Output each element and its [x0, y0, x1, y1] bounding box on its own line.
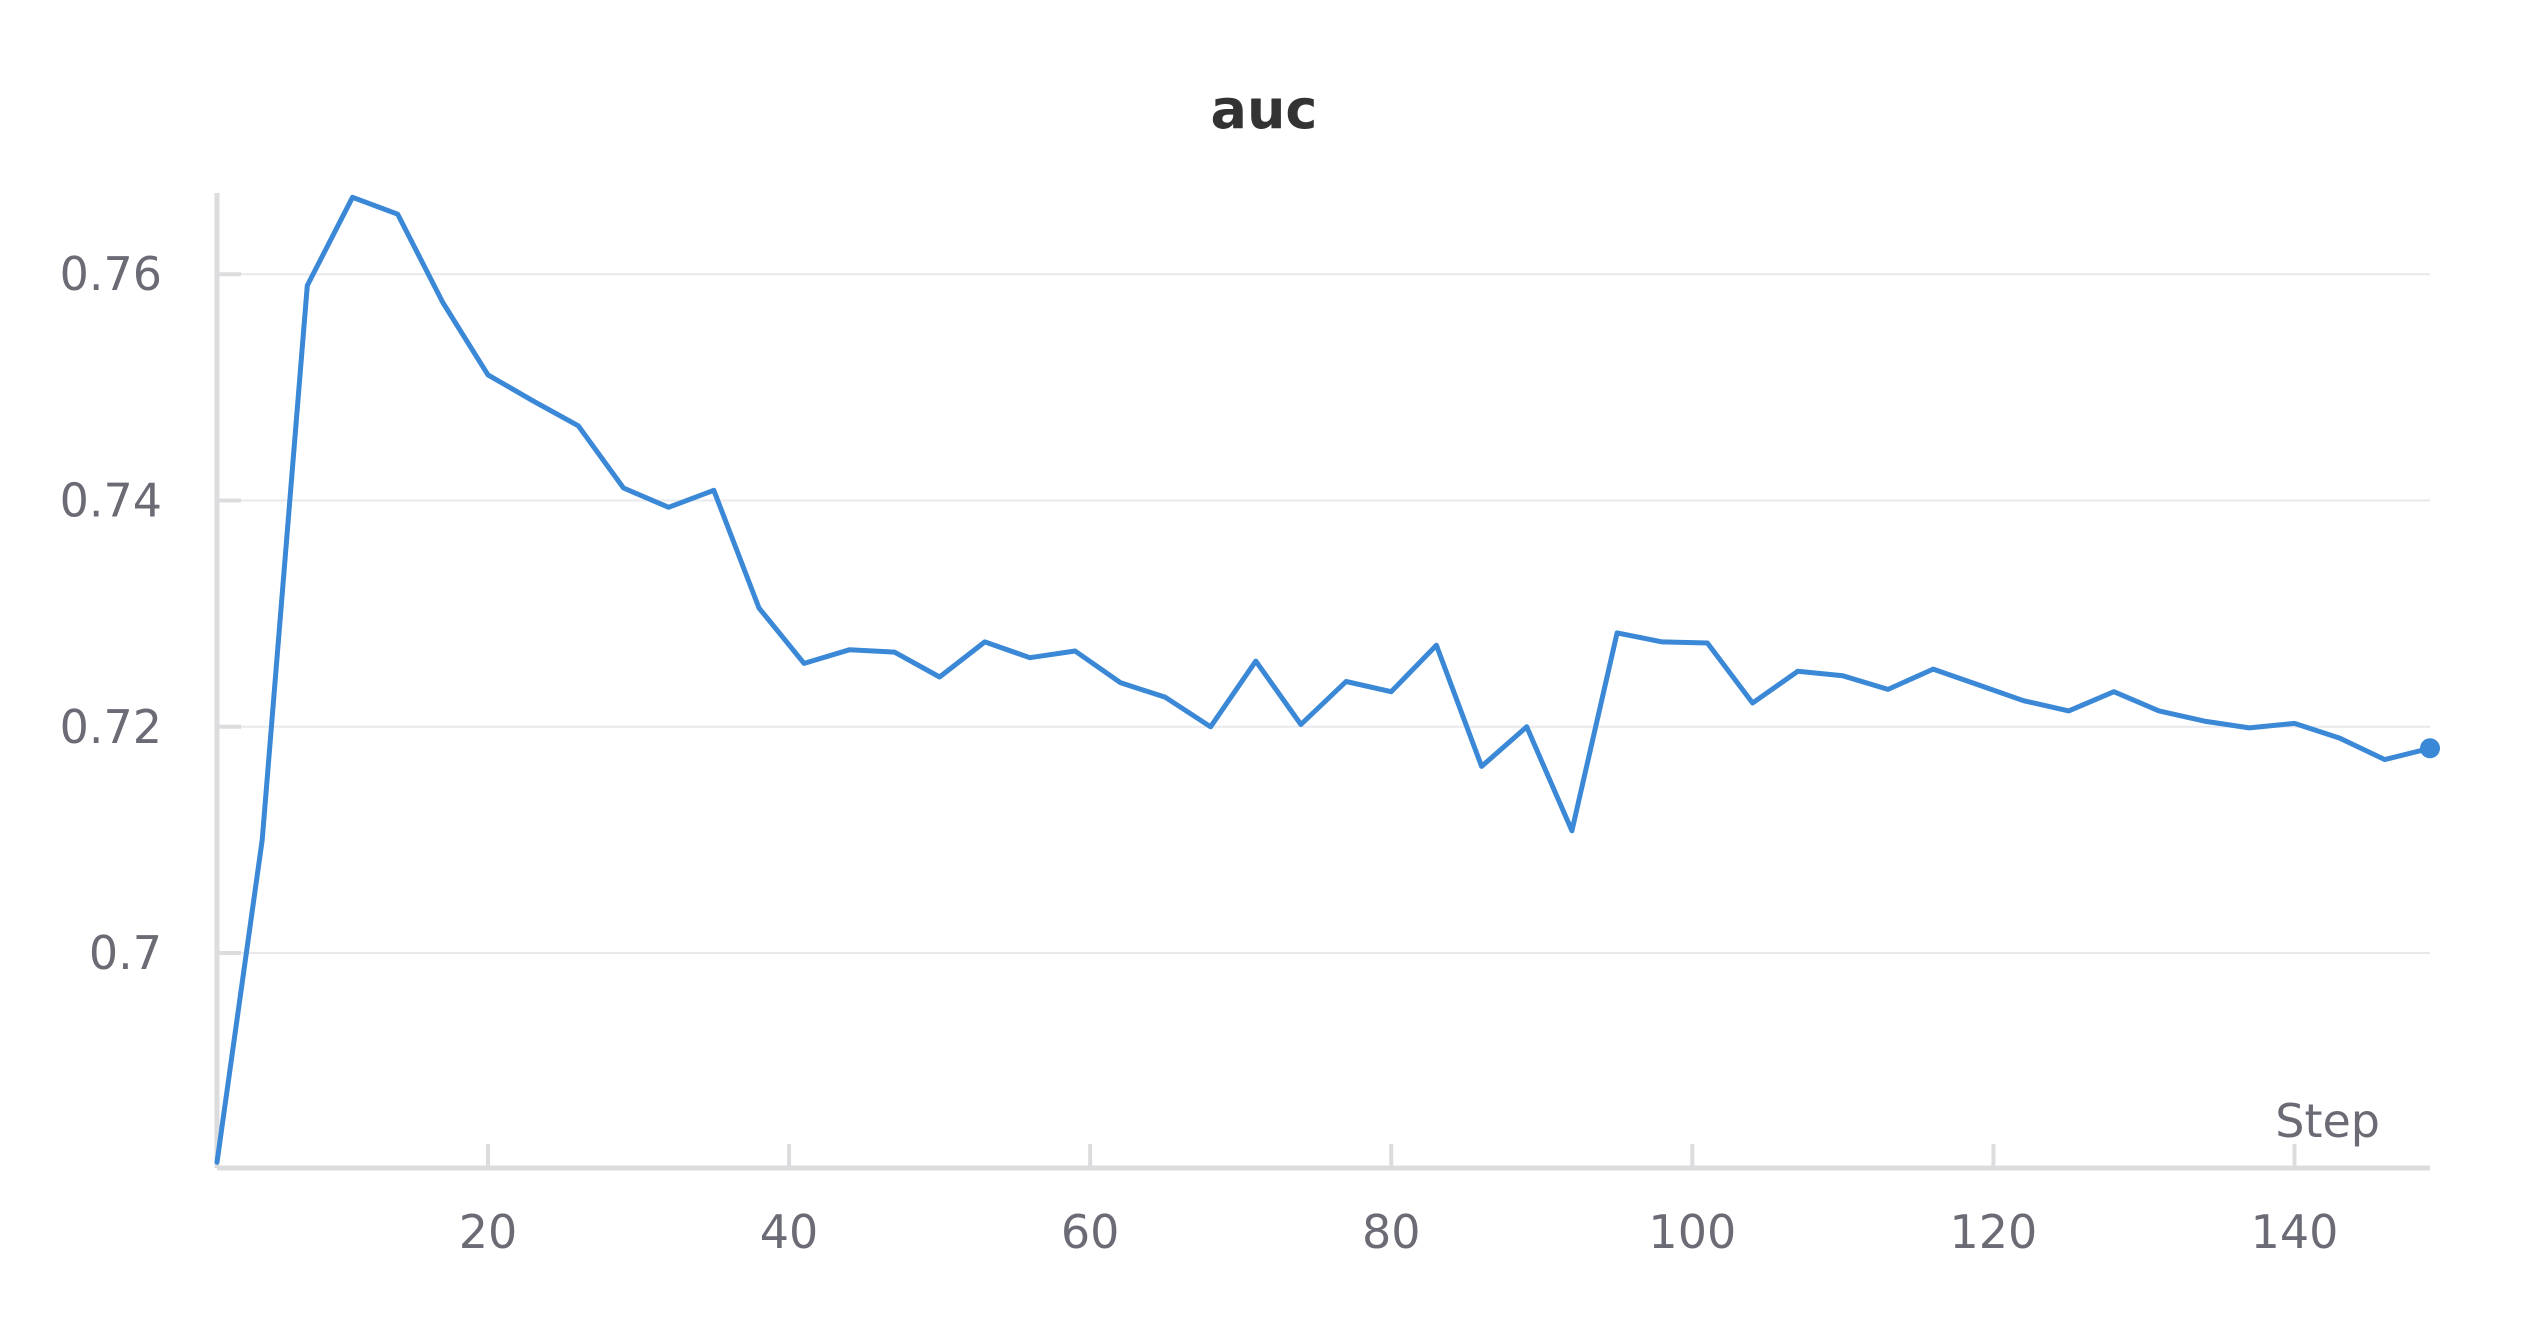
y-tick-label: 0.76	[60, 247, 162, 301]
data-point	[1073, 649, 1077, 653]
data-point	[2383, 758, 2387, 762]
grid-lines	[217, 273, 2430, 955]
data-point	[305, 284, 309, 288]
data-point	[2067, 709, 2071, 713]
data-point	[2157, 709, 2161, 713]
data-point	[2293, 721, 2297, 725]
data-point	[1931, 667, 1935, 671]
chart-title: auc	[1211, 78, 1318, 141]
data-point	[396, 212, 400, 216]
data-point	[2202, 719, 2206, 723]
data-point	[1615, 631, 1619, 635]
x-tick-label: 100	[1648, 1205, 1736, 1259]
data-point	[712, 488, 716, 492]
data-point	[2247, 726, 2251, 730]
data-point	[1118, 681, 1122, 685]
data-point	[938, 675, 942, 679]
data-point	[757, 606, 761, 610]
data-point	[2338, 736, 2342, 740]
data-point	[892, 650, 896, 654]
data-point	[1209, 725, 1213, 729]
x-tick-label: 80	[1362, 1205, 1421, 1259]
x-tick-label: 120	[1950, 1205, 2038, 1259]
data-point	[1751, 701, 1755, 705]
data-point	[1660, 640, 1664, 644]
x-axis-label: Step	[2275, 1094, 2380, 1148]
series-line	[214, 194, 2433, 1165]
data-point	[802, 661, 806, 665]
data-point	[1434, 643, 1438, 647]
data-point	[2112, 690, 2116, 694]
x-tick-label: 20	[459, 1205, 518, 1259]
y-tick-label: 0.72	[60, 700, 162, 754]
data-point	[1028, 656, 1032, 660]
data-point	[486, 373, 490, 377]
x-tick-label: 60	[1061, 1205, 1120, 1259]
x-tick-label: 140	[2251, 1205, 2339, 1259]
y-tick-label: 0.7	[89, 926, 162, 980]
data-point	[983, 640, 987, 644]
y-tick-label: 0.74	[60, 473, 162, 527]
data-point	[576, 424, 580, 428]
series-end-marker	[2420, 738, 2440, 759]
data-point	[847, 648, 851, 652]
data-point	[1705, 641, 1709, 645]
data-point	[1525, 725, 1529, 729]
axes: 0.7 0.72 0.74 0.76 20 40 60 80 100 120 140	[60, 193, 2430, 1259]
data-point	[1299, 723, 1303, 727]
data-point	[1976, 683, 1980, 687]
data-point	[667, 505, 671, 509]
x-tick-label: 40	[760, 1205, 819, 1259]
data-point	[1570, 829, 1574, 833]
series-layer	[214, 194, 2440, 1165]
data-point	[351, 195, 355, 199]
data-point	[1344, 680, 1348, 684]
data-point	[441, 301, 445, 305]
data-point	[1841, 674, 1845, 678]
data-point	[622, 486, 626, 490]
data-point	[2022, 699, 2026, 703]
data-point	[1163, 695, 1167, 699]
data-point	[1254, 659, 1258, 663]
data-point	[1480, 764, 1484, 768]
data-point	[260, 838, 264, 842]
data-point	[1886, 687, 1890, 691]
data-point	[1796, 669, 1800, 673]
data-point	[531, 399, 535, 403]
data-point	[1389, 690, 1393, 694]
data-point	[215, 1160, 219, 1164]
